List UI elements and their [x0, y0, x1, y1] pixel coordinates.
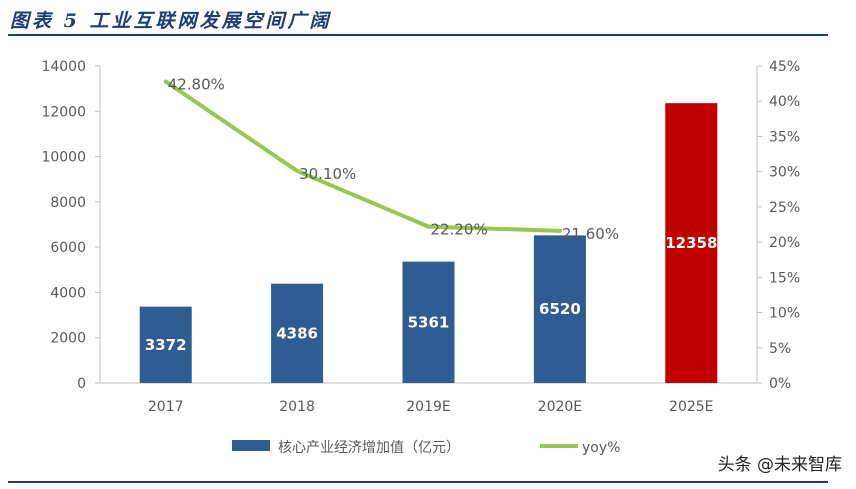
y-left-tick-label: 6000: [50, 240, 86, 256]
bar-value-label: 12358: [665, 234, 717, 252]
y-right-tick-label: 25%: [769, 200, 800, 216]
bar: [533, 235, 586, 383]
bar: [665, 103, 718, 384]
y-right-tick-label: 45%: [769, 59, 800, 75]
y-left-tick-label: 12000: [41, 104, 86, 120]
bar-value-label: 3372: [145, 336, 187, 354]
bar-series: [139, 103, 718, 384]
y-left-tick-label: 8000: [50, 195, 86, 211]
axes: 0 2000 4000 6000 8000 10000 12000 14000 0% 5% 10% 1…: [41, 59, 800, 415]
yoy-value-label: 22.20%: [431, 221, 488, 239]
y-left-tick-label: 0: [77, 376, 86, 392]
y-right-tick-label: 30%: [769, 165, 800, 181]
bar-value-label: 5361: [408, 313, 450, 331]
bottom-rule: [8, 481, 828, 483]
bar-value-label: 4386: [276, 324, 318, 342]
yoy-value-label: 42.80%: [168, 75, 225, 93]
yoy-point: [557, 228, 562, 233]
legend: 核心产业经济增加值（亿元） yoy%: [232, 440, 620, 456]
y-left-tick-label: 4000: [50, 285, 86, 301]
yoy-value-label: 30.10%: [299, 165, 356, 183]
legend-line-label: yoy%: [582, 440, 620, 456]
y-right-tick-label: 5%: [769, 341, 791, 357]
y-right-tick-label: 10%: [769, 306, 800, 322]
y-left-tick-label: 10000: [41, 150, 86, 166]
yoy-line: [164, 79, 560, 233]
yoy-value-label: 21.60%: [562, 225, 619, 243]
bar: [139, 306, 192, 383]
title-rule: [8, 34, 828, 36]
yoy-point: [295, 168, 300, 173]
data-labels: 3372 4386 5361 6520 12358 42.80% 30.10% 22.20% 2…: [145, 75, 718, 353]
figure-title: 图表 5 工业互联网发展空间广阔: [10, 10, 332, 32]
bar: [271, 283, 324, 383]
y-right-tick-label: 0%: [769, 376, 791, 392]
x-tick-label: 2020E: [538, 399, 582, 415]
legend-bar-swatch: [232, 440, 270, 451]
y-right-tick-label: 15%: [769, 270, 800, 286]
x-tick-label: 2025E: [669, 399, 713, 415]
x-tick-label: 2019E: [406, 399, 450, 415]
yoy-point: [426, 224, 431, 229]
x-tick-label: 2018: [279, 399, 315, 415]
bar: [402, 261, 455, 383]
y-right-tick-label: 35%: [769, 129, 800, 145]
line-series: [163, 79, 562, 233]
y-left-tick-label: 14000: [41, 59, 86, 75]
y-left-tick-label: 2000: [50, 331, 86, 347]
y-right-tick-label: 20%: [769, 235, 800, 251]
legend-bar-label: 核心产业经济增加值（亿元）: [278, 440, 460, 456]
watermark: 头条 @未来智库: [717, 455, 842, 475]
bar-value-label: 6520: [539, 300, 581, 318]
y-right-tick-label: 40%: [769, 94, 800, 110]
yoy-point: [163, 79, 168, 84]
x-tick-label: 2017: [148, 399, 184, 415]
